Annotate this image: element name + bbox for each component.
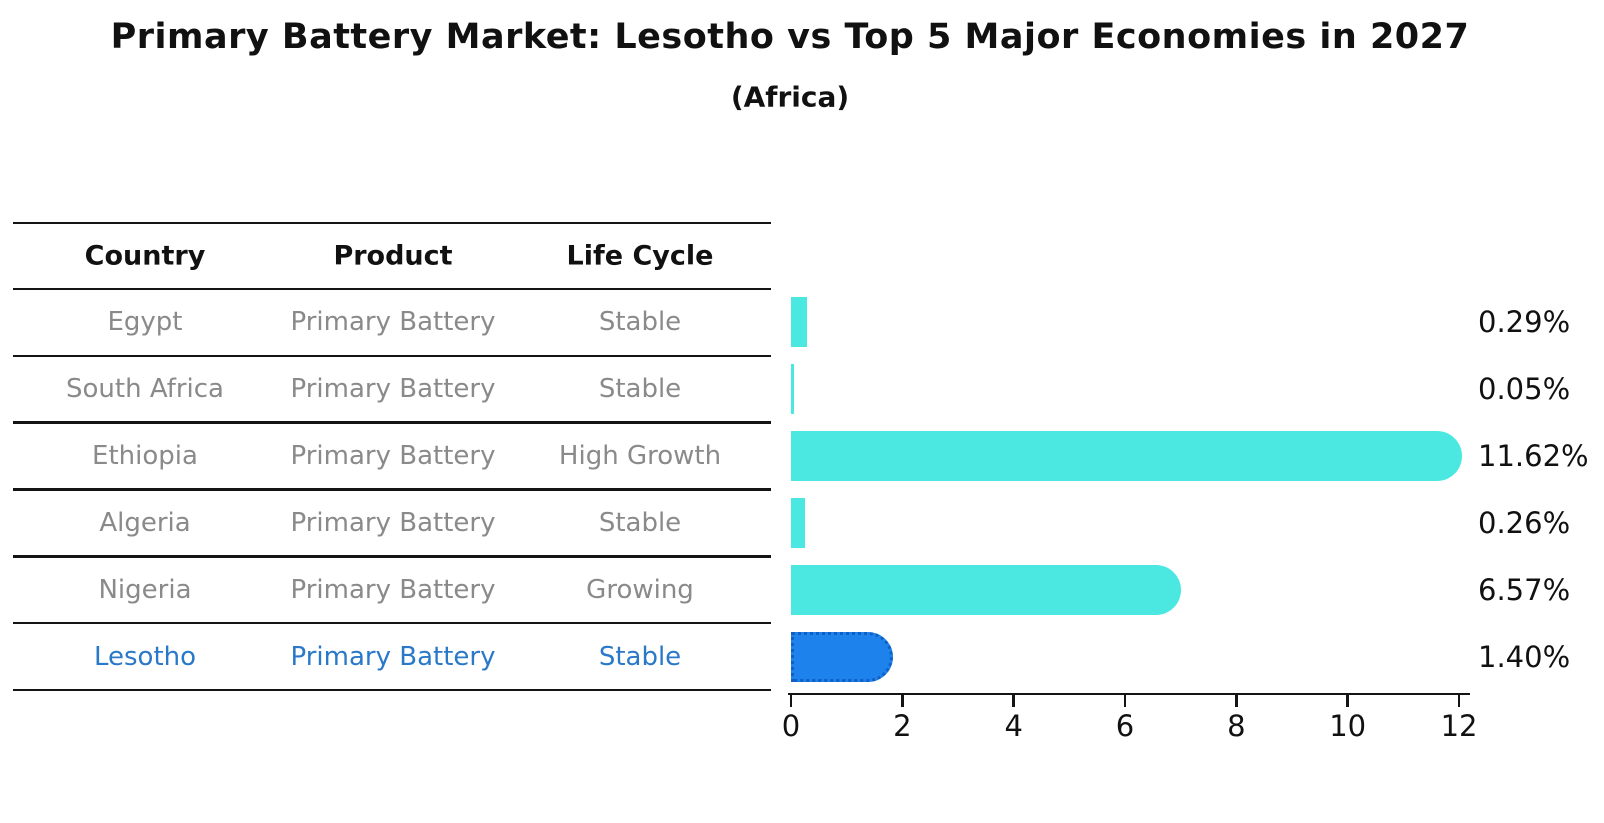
cell-life-cycle: High Growth (558, 441, 722, 472)
cell-country: Ethiopia (92, 441, 198, 472)
table-rule (13, 221, 771, 225)
x-axis-tick (789, 694, 793, 707)
cell-life-cycle: Stable (598, 307, 682, 338)
bar-south-africa (791, 364, 794, 415)
cell-country: Lesotho (93, 641, 197, 672)
table-rule (13, 621, 771, 625)
cell-life-cycle: Stable (598, 374, 682, 405)
bar-egypt (791, 297, 808, 348)
bar-nigeria (791, 564, 1181, 615)
x-axis-tick (901, 694, 904, 707)
table-rule (13, 421, 771, 424)
table-rule (13, 688, 771, 692)
value-label-nigeria: 6.57% (1478, 572, 1571, 607)
figure-title: Primary Battery Market: Lesotho vs Top 5… (110, 17, 1470, 57)
x-axis-tick-label: 10 (1329, 709, 1367, 743)
bar-algeria (791, 497, 806, 548)
cell-country: Algeria (99, 507, 191, 538)
cell-life-cycle: Growing (586, 574, 694, 605)
x-axis-tick-label: 12 (1440, 709, 1478, 743)
table-rule (13, 287, 771, 291)
cell-country: South Africa (66, 374, 224, 405)
table-rule (13, 354, 771, 358)
cell-product: Primary Battery (290, 507, 496, 538)
bar-ethiopia (791, 431, 1462, 482)
cell-country: Egypt (107, 307, 183, 338)
x-axis-tick (1457, 694, 1461, 707)
x-axis-tick (1123, 694, 1127, 707)
cell-product: Primary Battery (290, 307, 496, 338)
cell-life-cycle: Stable (598, 641, 682, 672)
x-axis-tick-label: 2 (893, 709, 912, 743)
bar-lesotho (791, 631, 893, 682)
x-axis-tick-label: 0 (781, 709, 801, 743)
x-axis-tick-label: 6 (1115, 709, 1135, 743)
table-rule (13, 555, 771, 558)
figure-subtitle: (Africa) (730, 80, 850, 114)
cell-product: Primary Battery (290, 374, 496, 405)
value-label-lesotho: 1.40% (1478, 639, 1571, 674)
column-header-country: Country (84, 240, 206, 272)
table-rule (13, 488, 771, 491)
value-label-ethiopia: 11.62% (1478, 439, 1589, 474)
x-axis-line (788, 692, 1470, 696)
cell-life-cycle: Stable (598, 507, 682, 538)
value-label-algeria: 0.26% (1478, 505, 1571, 540)
x-axis-tick-label: 8 (1227, 709, 1246, 743)
value-label-south-africa: 0.05% (1478, 372, 1571, 407)
x-axis-tick (1012, 694, 1015, 707)
x-axis-tick (1346, 694, 1349, 707)
cell-country: Nigeria (98, 574, 192, 605)
x-axis-tick-label: 4 (1004, 709, 1023, 743)
cell-product: Primary Battery (290, 574, 496, 605)
cell-product: Primary Battery (290, 641, 496, 672)
column-header-product: Product (333, 240, 453, 272)
cell-product: Primary Battery (290, 441, 496, 472)
value-label-egypt: 0.29% (1478, 305, 1571, 340)
x-axis-tick (1235, 694, 1238, 707)
column-header-life-cycle: Life Cycle (566, 240, 714, 272)
